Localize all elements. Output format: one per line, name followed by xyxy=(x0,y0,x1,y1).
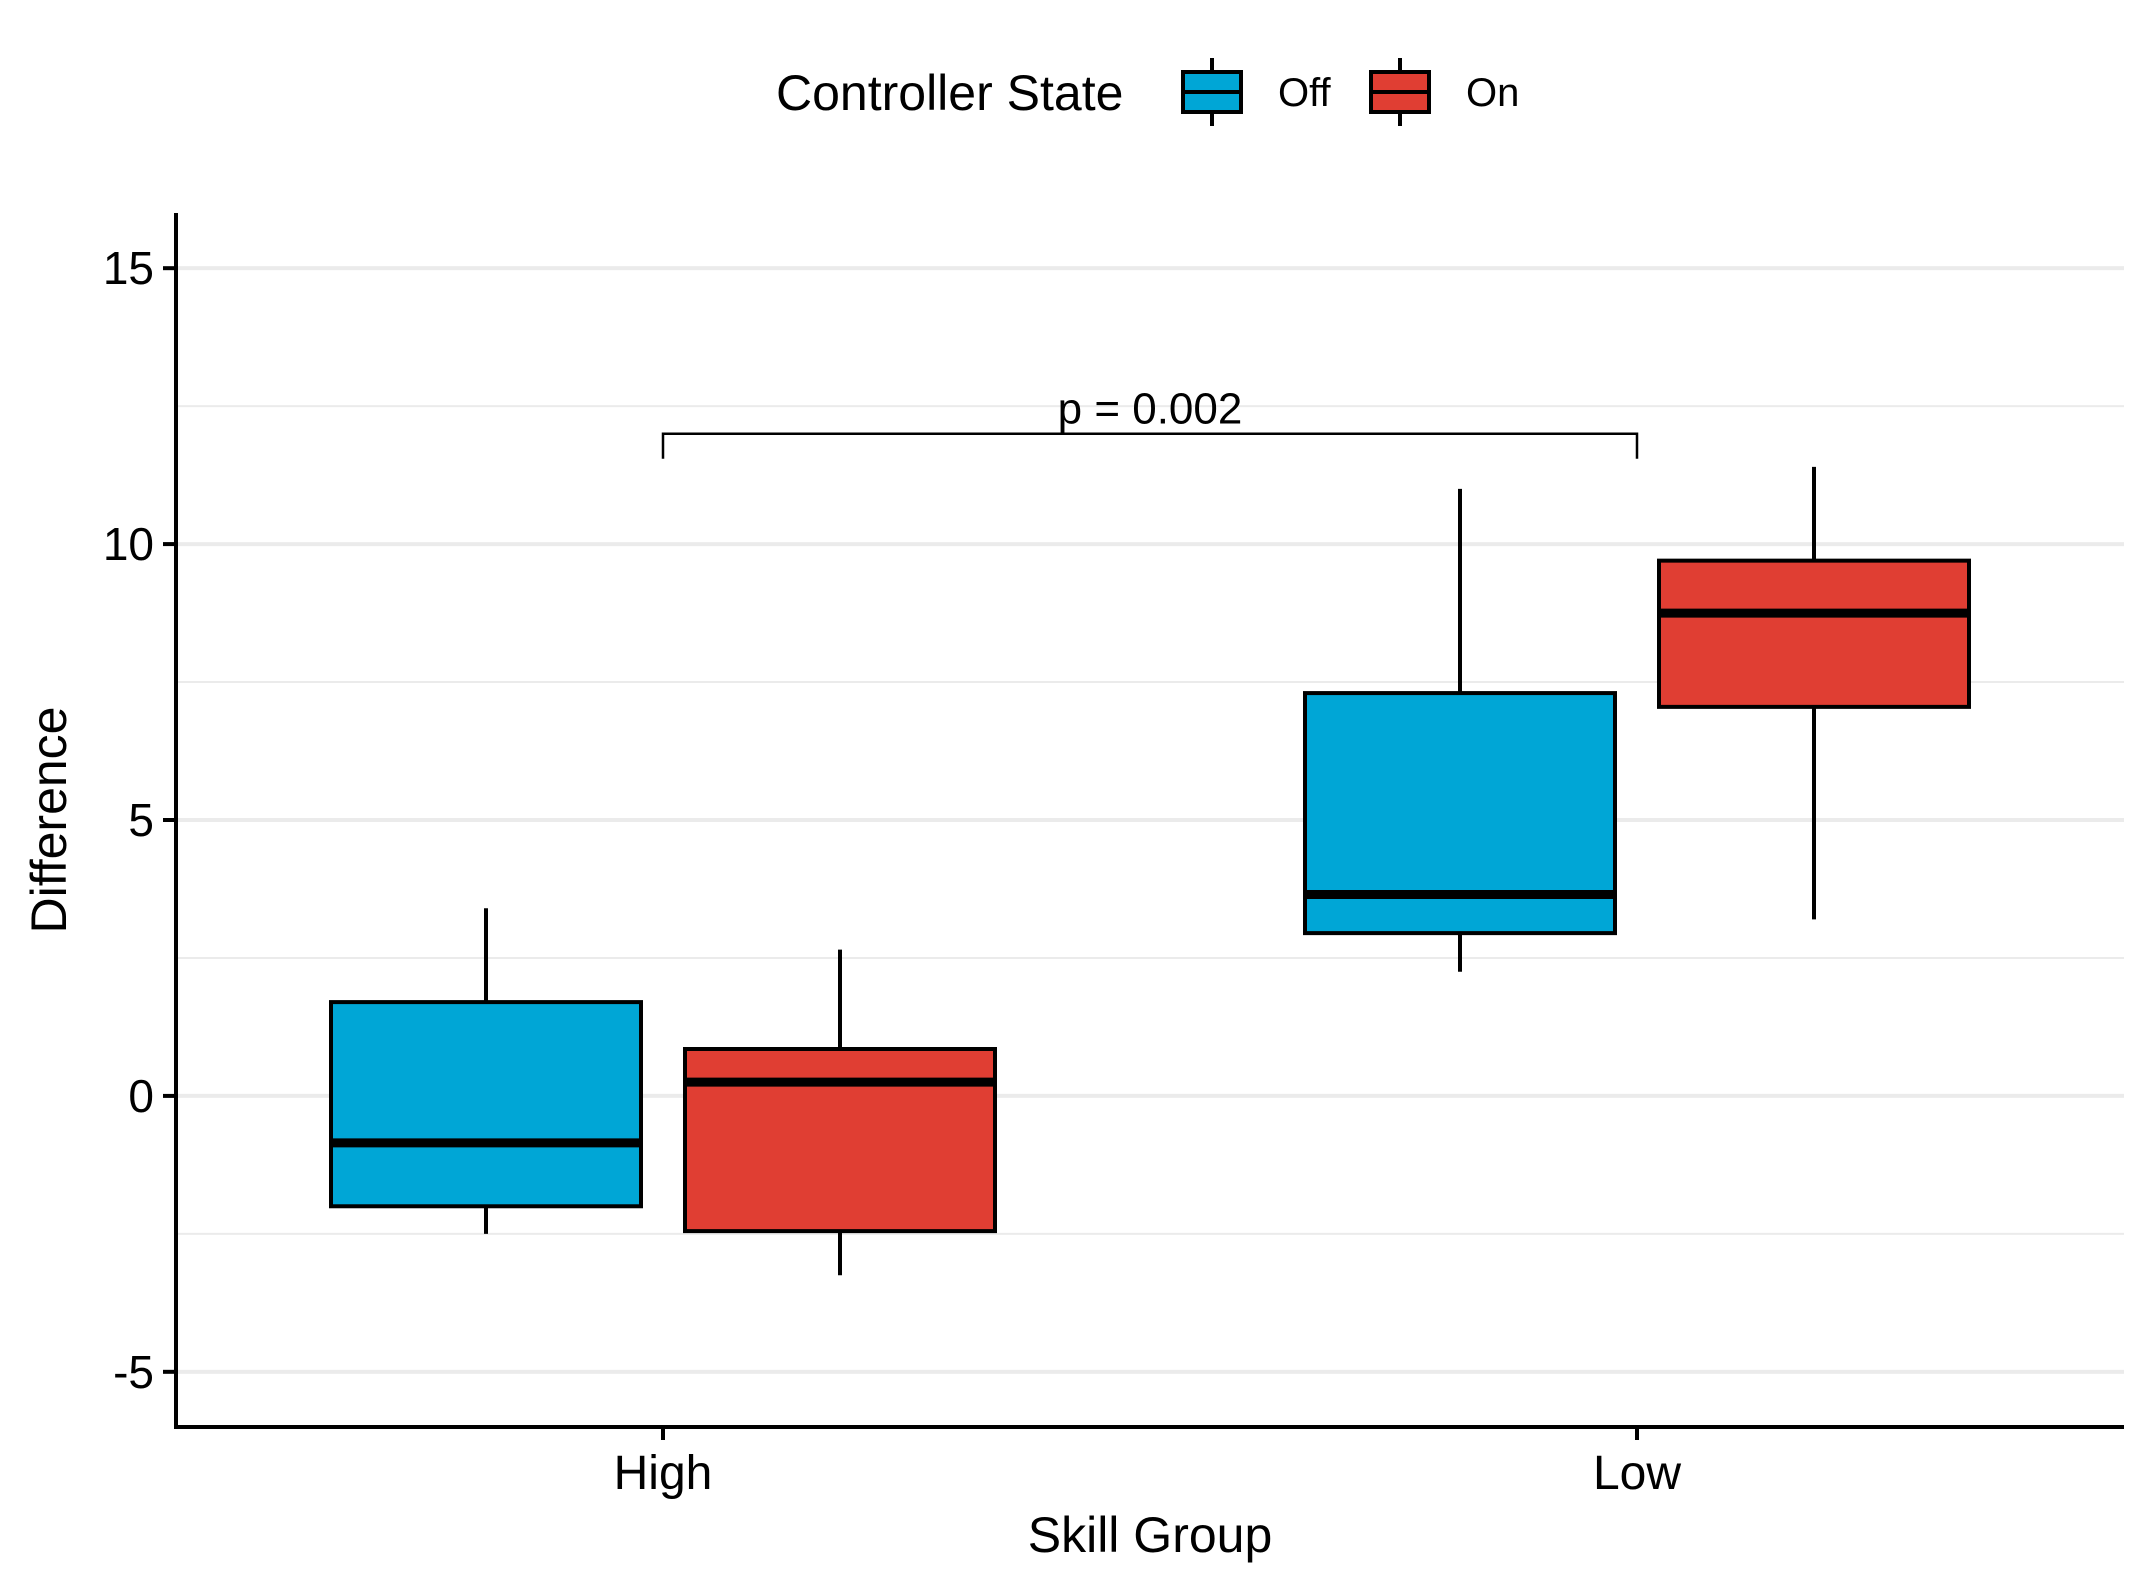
y-axis-title: Difference xyxy=(21,707,77,934)
box-off-low xyxy=(1303,488,1617,972)
p-value-label: p = 0.002 xyxy=(1058,385,1243,434)
x-tick-label: Low xyxy=(1593,1447,1681,1500)
legend-label: On xyxy=(1466,71,1519,115)
box-body xyxy=(683,1047,997,1234)
legend-item-off: Off xyxy=(1181,58,1332,126)
legend-item-on: On xyxy=(1369,58,1519,126)
y-tick-label: 15 xyxy=(103,242,154,294)
axes: -5 0 5 10 15 High Low Skill Group Difference xyxy=(21,213,2124,1563)
legend-label: Off xyxy=(1278,71,1332,115)
y-tick-label: 5 xyxy=(128,794,154,846)
x-axis-title: Skill Group xyxy=(1028,1507,1273,1563)
box-off-high xyxy=(329,908,643,1234)
significance-bracket: p = 0.002 xyxy=(661,385,1639,459)
legend-title: Controller State xyxy=(776,65,1123,121)
box-on-high xyxy=(683,949,997,1276)
y-tick-label: -5 xyxy=(113,1346,154,1398)
box-body xyxy=(329,1000,643,1209)
bracket-line xyxy=(661,432,1639,459)
x-tick-label: High xyxy=(614,1447,713,1500)
y-tick-label: 10 xyxy=(103,518,154,570)
box-on-low xyxy=(1657,466,1971,920)
annotations: p = 0.002 xyxy=(661,385,1639,459)
legend: Controller State Off On xyxy=(776,58,1519,126)
box-body xyxy=(1657,558,1971,709)
y-tick-label: 0 xyxy=(128,1070,154,1122)
boxes xyxy=(329,466,1971,1276)
